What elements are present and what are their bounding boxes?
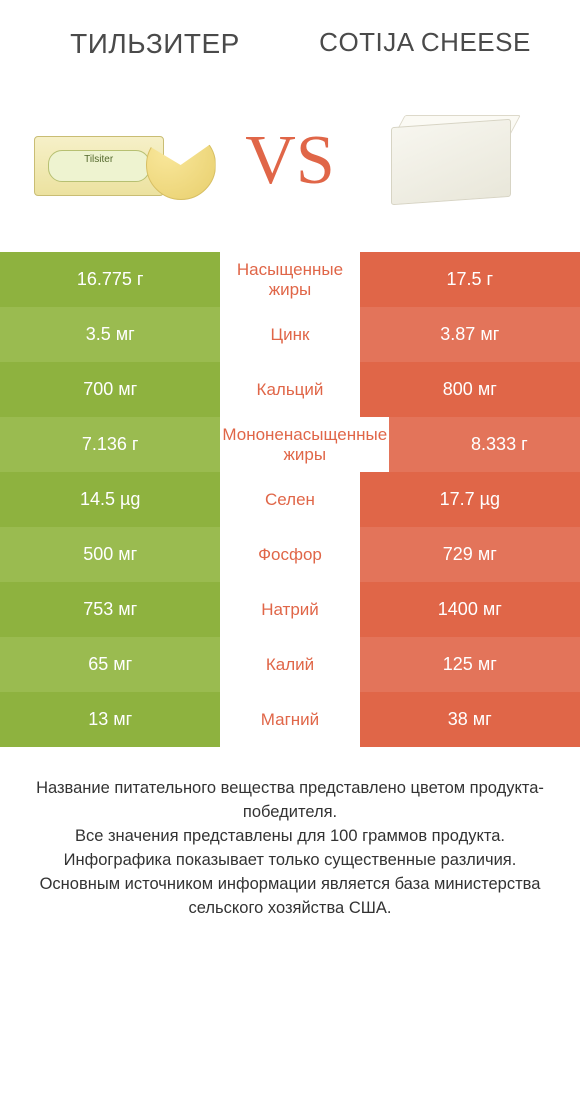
title-right: COTIJA CHEESE [290, 28, 560, 60]
footer-notes: Название питательного вещества представл… [0, 747, 580, 921]
value-right: 17.7 µg [360, 472, 580, 527]
nutrient-label: Цинк [220, 307, 359, 362]
value-right: 125 мг [360, 637, 580, 692]
table-row: 16.775 гНасыщенные жиры17.5 г [0, 252, 580, 307]
value-left: 3.5 мг [0, 307, 220, 362]
value-right: 8.333 г [389, 417, 580, 472]
table-row: 500 мгФосфор729 мг [0, 527, 580, 582]
footer-line: Название питательного вещества представл… [26, 777, 554, 825]
comparison-infographic: ТИЛЬЗИТЕР COTIJA CHEESE Tilsiter VS 16.7… [0, 0, 580, 921]
table-row: 7.136 гМононенасыщенные жиры8.333 г [0, 417, 580, 472]
footer-line: Инфографика показывает только существенн… [26, 849, 554, 873]
value-left: 753 мг [0, 582, 220, 637]
footer-line: Основным источником информации является … [26, 873, 554, 921]
vs-text: VS [239, 126, 340, 196]
table-row: 13 мгМагний38 мг [0, 692, 580, 747]
nutrient-label: Фосфор [220, 527, 359, 582]
table-row: 700 мгКальций800 мг [0, 362, 580, 417]
value-left: 700 мг [0, 362, 220, 417]
value-left: 13 мг [0, 692, 220, 747]
value-right: 800 мг [360, 362, 580, 417]
product-left-image: Tilsiter [18, 96, 239, 226]
footer-line: Все значения представлены для 100 граммо… [26, 825, 554, 849]
value-right: 3.87 мг [360, 307, 580, 362]
nutrient-label: Селен [220, 472, 359, 527]
table-row: 753 мгНатрий1400 мг [0, 582, 580, 637]
nutrient-label: Натрий [220, 582, 359, 637]
value-right: 729 мг [360, 527, 580, 582]
value-left: 7.136 г [0, 417, 220, 472]
value-right: 38 мг [360, 692, 580, 747]
nutrient-label: Насыщенные жиры [220, 252, 359, 307]
nutrient-label: Мононенасыщенные жиры [220, 417, 389, 472]
hero-row: Tilsiter VS [0, 70, 580, 252]
value-left: 500 мг [0, 527, 220, 582]
value-right: 17.5 г [360, 252, 580, 307]
tilsiter-package-label: Tilsiter [48, 150, 150, 182]
product-right-image [341, 96, 562, 226]
table-row: 3.5 мгЦинк3.87 мг [0, 307, 580, 362]
nutrient-label: Калий [220, 637, 359, 692]
nutrient-label: Кальций [220, 362, 359, 417]
tilsiter-illustration: Tilsiter [34, 116, 224, 206]
value-right: 1400 мг [360, 582, 580, 637]
value-left: 14.5 µg [0, 472, 220, 527]
title-left: ТИЛЬЗИТЕР [20, 28, 290, 60]
value-left: 16.775 г [0, 252, 220, 307]
value-left: 65 мг [0, 637, 220, 692]
comparison-table: 16.775 гНасыщенные жиры17.5 г3.5 мгЦинк3… [0, 252, 580, 747]
nutrient-label: Магний [220, 692, 359, 747]
table-row: 14.5 µgСелен17.7 µg [0, 472, 580, 527]
cotija-illustration [381, 111, 521, 211]
titles-row: ТИЛЬЗИТЕР COTIJA CHEESE [0, 0, 580, 70]
table-row: 65 мгКалий125 мг [0, 637, 580, 692]
